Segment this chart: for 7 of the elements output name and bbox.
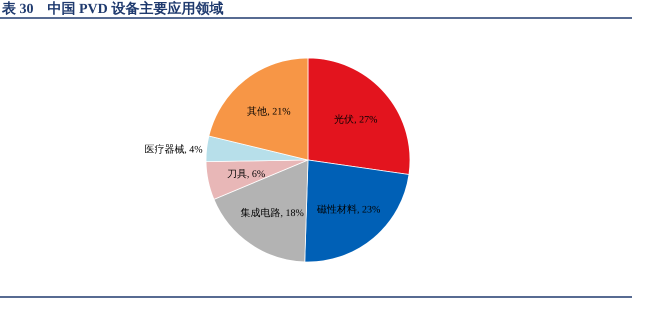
slice-label: 磁性材料, 23%	[316, 203, 380, 216]
slice-label: 其他, 21%	[247, 105, 291, 118]
slice-label: 医疗器械, 4%	[144, 143, 203, 156]
slice-label: 光伏, 27%	[334, 114, 378, 126]
chart-title: 表 30 中国 PVD 设备主要应用领域	[1, 0, 224, 17]
slice-label: 刀具, 6%	[226, 168, 266, 180]
slice-label: 集成电路, 18%	[240, 207, 304, 220]
